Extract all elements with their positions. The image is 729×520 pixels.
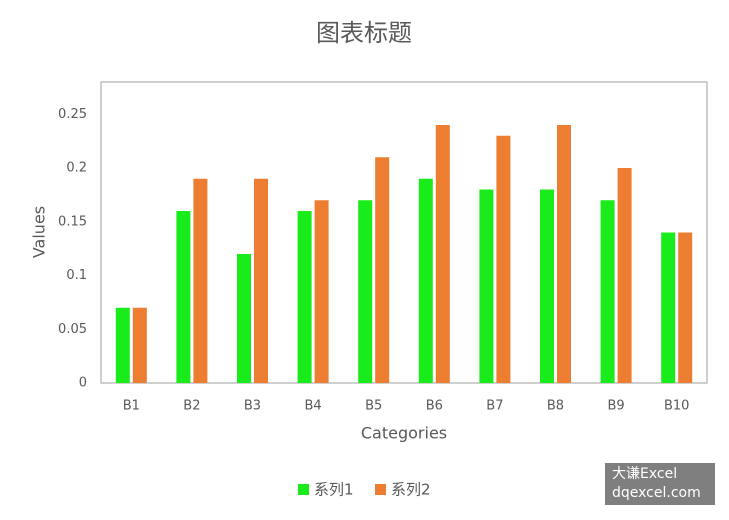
watermark: dqexcel.com — [612, 485, 701, 501]
bar — [375, 157, 390, 383]
x-tick-label: B7 — [486, 399, 503, 414]
bar — [193, 178, 208, 383]
x-tick-label: B9 — [607, 399, 624, 414]
x-tick-label: B10 — [664, 399, 689, 414]
x-tick-label: B3 — [244, 399, 261, 414]
x-tick-label: B2 — [183, 399, 200, 414]
bar — [237, 254, 251, 383]
bar — [678, 232, 693, 383]
legend-swatch — [375, 484, 386, 495]
x-tick-label: B6 — [426, 399, 443, 414]
y-tick-label: 0.05 — [58, 322, 87, 337]
y-tick-label: 0.15 — [58, 214, 87, 229]
legend-label: 系列2 — [391, 481, 431, 499]
bar — [358, 200, 373, 383]
bar — [661, 232, 676, 383]
bar — [132, 307, 147, 383]
bar — [496, 135, 511, 383]
bar — [479, 189, 494, 383]
chart-title: 图表标题 — [316, 19, 412, 47]
x-tick-label: B5 — [365, 399, 382, 414]
bar — [540, 189, 554, 383]
legend-swatch — [298, 484, 309, 495]
x-tick-label: B1 — [123, 399, 140, 414]
x-tick-label: B8 — [547, 399, 564, 414]
bar — [557, 125, 571, 383]
bar — [115, 307, 130, 383]
bar — [297, 211, 312, 383]
y-tick-label: 0.1 — [66, 268, 87, 283]
bar — [418, 178, 433, 383]
bar — [254, 178, 268, 383]
bar — [435, 125, 450, 383]
bar — [314, 200, 329, 383]
bar — [600, 200, 615, 383]
y-tick-label: 0.2 — [66, 161, 87, 176]
plot-frame — [100, 81, 708, 384]
bar — [176, 211, 191, 383]
watermark: 大谦Excel — [612, 466, 677, 482]
y-tick-label: 0.25 — [58, 107, 87, 122]
y-axis-label: Values — [30, 206, 49, 258]
bar — [617, 168, 632, 383]
y-tick-label: 0 — [79, 376, 87, 391]
watermark-box — [605, 463, 715, 505]
x-axis-label: Categories — [361, 424, 447, 443]
x-tick-label: B4 — [304, 399, 321, 414]
legend-label: 系列1 — [314, 481, 354, 499]
